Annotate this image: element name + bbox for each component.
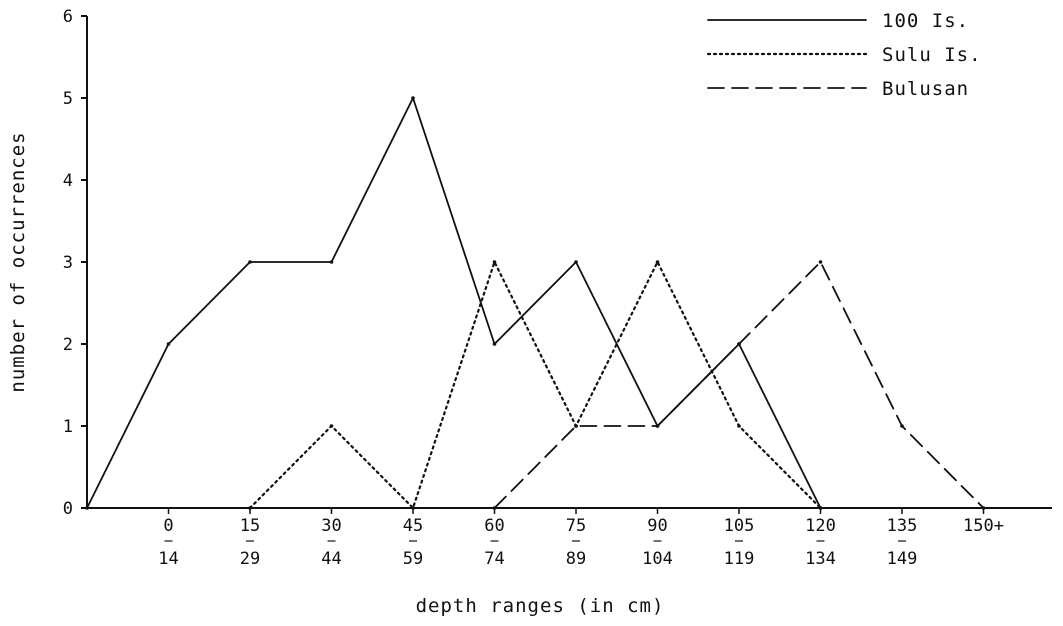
legend-label-2: Sulu Is. [882, 44, 982, 66]
y-tick-label: 1 [63, 417, 73, 437]
tick-labels: 0123456014152930444559607475899010410511… [63, 7, 1004, 569]
series-lines [85, 96, 986, 510]
y-axis-title: number of occurrences [7, 131, 29, 392]
data-point [85, 506, 89, 510]
y-tick-label: 2 [63, 335, 73, 355]
series-line-2 [248, 260, 822, 510]
x-tick-label-top: 90 [647, 516, 667, 536]
data-point [574, 424, 578, 428]
data-point [248, 260, 252, 264]
y-tick-label: 5 [63, 89, 73, 109]
legend-label-3: Bulusan [882, 78, 969, 100]
data-point [900, 424, 904, 428]
x-tick-label-bottom: 149 [887, 549, 918, 569]
x-tick-label-top: 120 [805, 516, 836, 536]
data-point [492, 342, 497, 346]
data-point [655, 260, 660, 264]
x-tick-label-bottom: 89 [566, 549, 586, 569]
data-point [329, 424, 334, 428]
legend: 100 Is. Sulu Is. Bulusan [706, 10, 982, 100]
data-point [166, 342, 171, 346]
axes [81, 15, 1052, 514]
x-axis-title: depth ranges (in cm) [416, 595, 665, 617]
y-tick-label: 4 [63, 171, 73, 191]
data-point [574, 260, 578, 264]
x-tick-label-bottom: 119 [724, 549, 755, 569]
data-point [818, 260, 823, 264]
data-point [737, 342, 741, 346]
x-tick-label-top: 15 [240, 516, 260, 536]
y-tick-label: 0 [63, 499, 73, 519]
y-tick-label: 6 [63, 7, 73, 27]
series-line-1 [86, 97, 822, 509]
data-point [329, 260, 334, 264]
x-tick-label-bottom: 44 [321, 549, 341, 569]
x-tick-label-top: 60 [484, 516, 504, 536]
legend-label-1: 100 Is. [882, 10, 969, 32]
x-tick-label-top: 0 [163, 516, 173, 536]
x-tick-label-top: 45 [403, 516, 423, 536]
x-tick-label-top: 75 [566, 516, 586, 536]
x-tick-label-bottom: 134 [805, 549, 836, 569]
data-point [248, 506, 252, 510]
x-tick-label-top: 105 [724, 516, 755, 536]
x-tick-label-top: 135 [887, 516, 918, 536]
y-tick-label: 3 [63, 253, 73, 273]
data-point [818, 506, 823, 510]
x-tick-label-bottom: 59 [403, 549, 423, 569]
data-point [492, 260, 497, 264]
data-point [492, 506, 497, 510]
x-tick-label-bottom: 74 [484, 549, 504, 569]
x-tick-label-top: 150+ [963, 516, 1004, 536]
data-point [655, 424, 660, 428]
data-point [411, 96, 415, 100]
x-tick-label-bottom: 14 [158, 549, 178, 569]
data-point [737, 424, 741, 428]
series-line-3 [493, 261, 985, 509]
x-tick-label-top: 30 [321, 516, 341, 536]
x-tick-label-bottom: 29 [240, 549, 260, 569]
data-point [981, 506, 986, 510]
data-point [411, 506, 415, 510]
x-tick-label-bottom: 104 [642, 549, 673, 569]
